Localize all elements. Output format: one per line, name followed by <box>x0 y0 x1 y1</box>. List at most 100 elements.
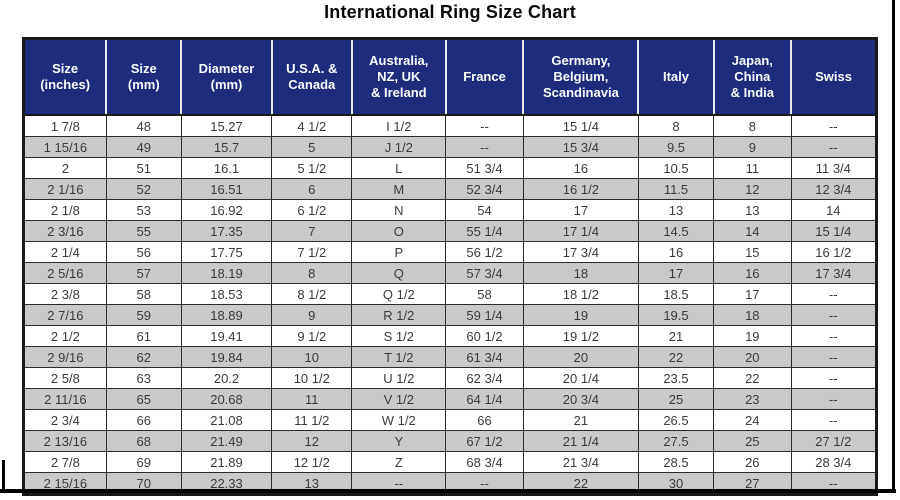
table-cell: 27.5 <box>637 430 715 452</box>
table-cell: 18.53 <box>180 283 273 305</box>
table-row: 2 5/8 63 20.2 10 1/2 U 1/2 62 3/4 20 1/4 23.5 22… <box>23 367 878 389</box>
table-row: 2 11/16 65 20.68 11 V 1/2 64 1/4 20 3/4 25 23 -- <box>23 388 878 410</box>
table-cell: 17 <box>713 283 792 305</box>
table-cell: 17 <box>637 262 715 284</box>
table-cell: O <box>351 220 447 242</box>
table-row: 2 1/2 61 19.41 9 1/2 S 1/2 60 1/2 19 1/2 21 19 -- <box>23 325 878 347</box>
table-cell: 9 1/2 <box>271 325 353 347</box>
table-cell: 16.51 <box>180 178 273 200</box>
table-cell: 12 <box>713 178 792 200</box>
table-cell: 25 <box>637 388 715 410</box>
table-cell: 21 3/4 <box>522 451 639 473</box>
table-cell: 11.5 <box>637 178 715 200</box>
table-row: 2 1/4 56 17.75 7 1/2 P 56 1/2 17 3/4 16 15 16 1/2 <box>23 241 878 263</box>
table-cell: 17 3/4 <box>790 262 878 284</box>
table-cell: 23 <box>713 388 792 410</box>
table-cell: 59 1/4 <box>445 304 524 326</box>
table-cell: 2 1/2 <box>23 325 107 347</box>
table-cell: 18 <box>713 304 792 326</box>
table-cell: 20 <box>522 346 639 368</box>
table-cell: 10 <box>271 346 353 368</box>
table-cell: 55 <box>105 220 182 242</box>
table-cell: 18.89 <box>180 304 273 326</box>
table-cell: 56 <box>105 241 182 263</box>
table-cell: 17.75 <box>180 241 273 263</box>
table-cell: 68 3/4 <box>445 451 524 473</box>
column-header: Size (inches) <box>23 38 107 116</box>
table-row: 2 3/8 58 18.53 8 1/2 Q 1/2 58 18 1/2 18.5 17 -- <box>23 283 878 305</box>
column-header: Swiss <box>790 38 877 116</box>
table-cell: 19.41 <box>180 325 273 347</box>
table-header: Size (inches) Size (mm) Diameter (mm) U.S.A… <box>23 38 877 116</box>
table-cell: 19 <box>522 304 639 326</box>
table-cell: 21 1/4 <box>522 430 639 452</box>
table-cell: 15 1/4 <box>790 220 878 242</box>
column-header: Germany, Belgium, Scandinavia <box>522 38 639 116</box>
table-cell: I 1/2 <box>351 114 447 137</box>
table-body: 1 7/8 48 15.27 4 1/2 I 1/2 -- 15 1/4 8 8 -- 1 15/1… <box>23 114 878 495</box>
table-cell: 1 7/8 <box>23 114 107 137</box>
table-cell: 10.5 <box>637 157 715 179</box>
table-cell: -- <box>445 136 524 158</box>
table-cell: 12 1/2 <box>271 451 353 473</box>
table-cell: 8 <box>713 114 792 137</box>
table-row: 2 13/16 68 21.49 12 Y 67 1/2 21 1/4 27.5 25 27 1/… <box>23 430 878 452</box>
table-row: 2 3/16 55 17.35 7 O 55 1/4 17 1/4 14.5 14 15 1/4 <box>23 220 878 242</box>
table-cell: 20 3/4 <box>522 388 639 410</box>
table-cell: 55 1/4 <box>445 220 524 242</box>
table-cell: -- <box>790 409 878 431</box>
table-cell: 61 3/4 <box>445 346 524 368</box>
table-row: 2 5/16 57 18.19 8 Q 57 3/4 18 17 16 17 3/4 <box>23 262 878 284</box>
column-header: Diameter (mm) <box>180 38 272 116</box>
table-cell: 15 3/4 <box>522 136 639 158</box>
table-cell: P <box>351 241 447 263</box>
table-cell: L <box>351 157 447 179</box>
table-cell: 26 <box>713 451 792 473</box>
table-row: 2 7/8 69 21.89 12 1/2 Z 68 3/4 21 3/4 28.5 26 28 … <box>23 451 878 473</box>
column-header: U.S.A. & Canada <box>270 38 352 116</box>
table-cell: 15.27 <box>180 114 273 137</box>
table-cell: 2 1/4 <box>23 241 107 263</box>
table-row: 2 51 16.1 5 1/2 L 51 3/4 16 10.5 11 11 3/4 <box>23 157 878 179</box>
table-cell: 51 <box>105 157 182 179</box>
table-cell: 18 1/2 <box>522 283 639 305</box>
table-cell: 1 15/16 <box>23 136 107 158</box>
table-cell: -- <box>790 346 878 368</box>
table-cell: 2 7/16 <box>23 304 107 326</box>
table-cell: 17 3/4 <box>522 241 639 263</box>
table-cell: 18 <box>522 262 639 284</box>
table-cell: -- <box>790 367 878 389</box>
table-cell: 25 <box>713 430 792 452</box>
table-cell: 6 <box>271 178 353 200</box>
table-cell: 66 <box>105 409 182 431</box>
table-cell: 5 1/2 <box>271 157 353 179</box>
table-cell: 19.84 <box>180 346 273 368</box>
table-cell: 19 1/2 <box>522 325 639 347</box>
table-cell: U 1/2 <box>351 367 447 389</box>
table-cell: 19 <box>713 325 792 347</box>
table-cell: 8 1/2 <box>271 283 353 305</box>
table-cell: 16 <box>522 157 639 179</box>
table-cell: -- <box>445 114 524 137</box>
table-cell: 18.19 <box>180 262 273 284</box>
table-cell: 16 <box>713 262 792 284</box>
table-cell: 5 <box>271 136 353 158</box>
table-cell: 9 <box>713 136 792 158</box>
table-cell: 57 3/4 <box>445 262 524 284</box>
table-cell: 17 <box>522 199 639 221</box>
table-cell: 16.92 <box>180 199 273 221</box>
table-cell: 23.5 <box>637 367 715 389</box>
table-cell: 66 <box>445 409 524 431</box>
table-cell: 16 <box>637 241 715 263</box>
table-cell: 7 <box>271 220 353 242</box>
table-row: 2 3/4 66 21.08 11 1/2 W 1/2 66 21 26.5 24 -- <box>23 409 878 431</box>
ring-size-table: Size (inches) Size (mm) Diameter (mm) U.S.A… <box>22 37 878 496</box>
table-cell: T 1/2 <box>351 346 447 368</box>
table-cell: 14 <box>713 220 792 242</box>
frame-bottom-line <box>0 489 896 493</box>
table-cell: Q <box>351 262 447 284</box>
table-cell: S 1/2 <box>351 325 447 347</box>
table-cell: 14 <box>790 199 878 221</box>
table-cell: -- <box>790 388 878 410</box>
page-title: International Ring Size Chart <box>324 2 576 22</box>
